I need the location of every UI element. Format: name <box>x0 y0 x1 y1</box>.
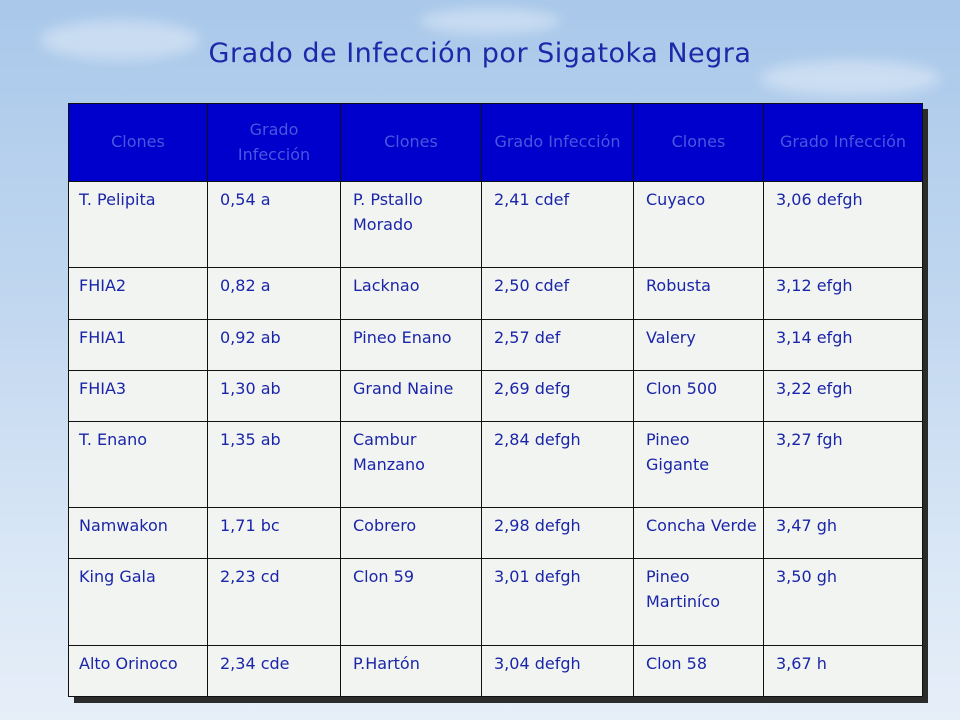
clone-name-cell: Pineo Gigante <box>633 420 764 509</box>
table-body: Clones Grado Infección Clones Grado Infe… <box>68 103 923 698</box>
infection-grade-cell: 0,54 a <box>207 180 341 269</box>
slide-title: Grado de Infección por Sigatoka Negra <box>208 38 752 69</box>
clone-name-cell: Clon 58 <box>633 644 764 698</box>
clone-name-cell: FHIA1 <box>68 318 208 371</box>
clone-name-cell: T. Pelipita <box>68 180 208 269</box>
clone-name-cell: Robusta <box>633 267 764 320</box>
infection-grade-cell: 2,23 cd <box>207 558 341 646</box>
table-row: Namwakon 1,71 bc Cobrero 2,98 defgh Concha V… <box>68 507 923 560</box>
infection-grade-cell: 2,50 cdef <box>481 267 634 320</box>
table-row: T. Pelipita 0,54 a P. Pstallo Morado 2,41 c… <box>68 180 923 269</box>
infection-grade-cell: 3,27 fgh <box>763 420 923 509</box>
infection-grade-cell: 2,34 cde <box>207 644 341 698</box>
clone-name-cell: Pineo Martiníco <box>633 558 764 646</box>
header-cell-clones: Clones <box>633 103 764 182</box>
clone-name-cell: FHIA3 <box>68 369 208 422</box>
table-row: FHIA2 0,82 a Lacknao 2,50 cdef Robusta 3,12 e… <box>68 267 923 320</box>
header-cell-clones: Clones <box>68 103 208 182</box>
table-row: King Gala 2,23 cd Clon 59 3,01 defgh Pineo M… <box>68 558 923 646</box>
infection-grade-cell: 0,82 a <box>207 267 341 320</box>
clone-name-cell: FHIA2 <box>68 267 208 320</box>
background-cloud <box>420 8 560 34</box>
infection-grade-cell: 2,98 defgh <box>481 507 634 560</box>
clone-name-cell: Pineo Enano <box>340 318 482 371</box>
background-cloud <box>40 20 200 60</box>
infection-grade-cell: 2,69 defg <box>481 369 634 422</box>
infection-grade-cell: 3,22 efgh <box>763 369 923 422</box>
clone-name-cell: T. Enano <box>68 420 208 509</box>
infection-grade-cell: 3,47 gh <box>763 507 923 560</box>
clone-name-cell: Valery <box>633 318 764 371</box>
header-row: Clones Grado Infección Clones Grado Infe… <box>68 103 923 182</box>
infection-grade-cell: 2,57 def <box>481 318 634 371</box>
header-cell-clones: Clones <box>340 103 482 182</box>
clone-name-cell: P.Hartón <box>340 644 482 698</box>
table-row: FHIA3 1,30 ab Grand Naine 2,69 defg Clon 500… <box>68 369 923 422</box>
table-row: Alto Orinoco 2,34 cde P.Hartón 3,04 defgh Cl… <box>68 644 923 698</box>
infection-grade-cell: 3,06 defgh <box>763 180 923 269</box>
clone-name-cell: Clon 59 <box>340 558 482 646</box>
infection-grade-cell: 2,41 cdef <box>481 180 634 269</box>
infection-grade-cell: 3,14 efgh <box>763 318 923 371</box>
clone-name-cell: Cambur Manzano <box>340 420 482 509</box>
header-cell-grado: Grado Infección <box>763 103 923 182</box>
infection-grade-cell: 3,04 defgh <box>481 644 634 698</box>
clone-name-cell: Clon 500 <box>633 369 764 422</box>
infection-table: Clones Grado Infección Clones Grado Infe… <box>68 103 923 698</box>
clone-name-cell: P. Pstallo Morado <box>340 180 482 269</box>
infection-grade-cell: 3,67 h <box>763 644 923 698</box>
infection-grade-cell: 1,35 ab <box>207 420 341 509</box>
clone-name-cell: Cuyaco <box>633 180 764 269</box>
infection-grade-cell: 0,92 ab <box>207 318 341 371</box>
infection-grade-cell: 2,84 defgh <box>481 420 634 509</box>
header-cell-grado: Grado Infección <box>481 103 634 182</box>
clone-name-cell: Lacknao <box>340 267 482 320</box>
infection-grade-cell: 3,50 gh <box>763 558 923 646</box>
infection-table-container: Clones Grado Infección Clones Grado Infe… <box>68 103 923 698</box>
clone-name-cell: Namwakon <box>68 507 208 560</box>
clone-name-cell: Alto Orinoco <box>68 644 208 698</box>
clone-name-cell: Cobrero <box>340 507 482 560</box>
clone-name-cell: Concha Verde <box>633 507 764 560</box>
infection-grade-cell: 1,71 bc <box>207 507 341 560</box>
table-row: FHIA1 0,92 ab Pineo Enano 2,57 def Valery 3,1… <box>68 318 923 371</box>
background-cloud <box>760 60 940 96</box>
infection-grade-cell: 3,12 efgh <box>763 267 923 320</box>
table-row: T. Enano 1,35 ab Cambur Manzano 2,84 defgh P… <box>68 420 923 509</box>
header-cell-grado: Grado Infección <box>207 103 341 182</box>
infection-grade-cell: 3,01 defgh <box>481 558 634 646</box>
clone-name-cell: King Gala <box>68 558 208 646</box>
infection-grade-cell: 1,30 ab <box>207 369 341 422</box>
clone-name-cell: Grand Naine <box>340 369 482 422</box>
